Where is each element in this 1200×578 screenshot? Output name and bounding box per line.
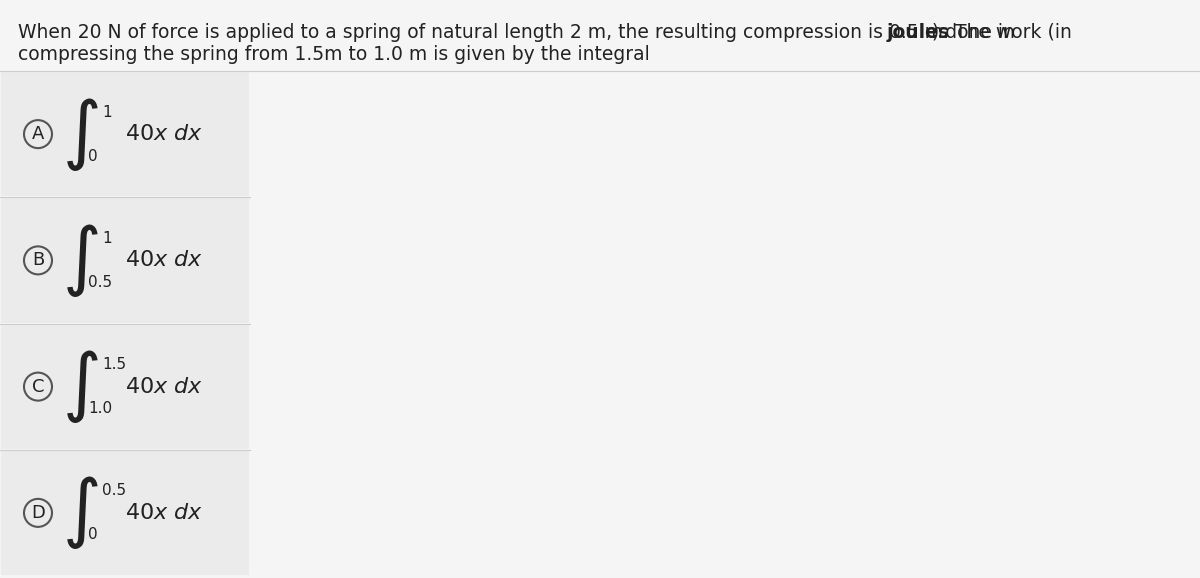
Text: C: C bbox=[31, 377, 44, 395]
Text: $40x\ dx$: $40x\ dx$ bbox=[125, 249, 203, 272]
Text: $40x\ dx$: $40x\ dx$ bbox=[125, 502, 203, 524]
Text: compressing the spring from 1.5m to 1.0 m is given by the integral: compressing the spring from 1.5m to 1.0 … bbox=[18, 45, 649, 64]
Text: ) done in: ) done in bbox=[932, 23, 1015, 42]
FancyBboxPatch shape bbox=[1, 198, 250, 323]
Text: 0.5: 0.5 bbox=[102, 483, 126, 498]
Text: When 20 N of force is applied to a spring of natural length 2 m, the resulting c: When 20 N of force is applied to a sprin… bbox=[18, 23, 1078, 42]
Text: D: D bbox=[31, 504, 44, 522]
Text: $\int$: $\int$ bbox=[61, 95, 98, 173]
Text: $\int$: $\int$ bbox=[61, 348, 98, 425]
Text: $\int$: $\int$ bbox=[61, 222, 98, 299]
Text: A: A bbox=[32, 125, 44, 143]
Text: $40x\ dx$: $40x\ dx$ bbox=[125, 123, 203, 145]
Text: $40x\ dx$: $40x\ dx$ bbox=[125, 376, 203, 398]
Text: 1.5: 1.5 bbox=[102, 357, 126, 372]
Text: 0: 0 bbox=[88, 527, 97, 542]
FancyBboxPatch shape bbox=[1, 72, 250, 197]
Text: 1: 1 bbox=[102, 231, 112, 246]
FancyBboxPatch shape bbox=[1, 451, 250, 575]
Text: 0.5: 0.5 bbox=[88, 275, 112, 290]
Text: 1: 1 bbox=[102, 105, 112, 120]
Text: B: B bbox=[32, 251, 44, 269]
Text: 1.0: 1.0 bbox=[88, 401, 112, 416]
Text: 0: 0 bbox=[88, 149, 97, 164]
FancyBboxPatch shape bbox=[1, 324, 250, 449]
Text: $\int$: $\int$ bbox=[61, 475, 98, 551]
Text: joules: joules bbox=[887, 23, 949, 42]
